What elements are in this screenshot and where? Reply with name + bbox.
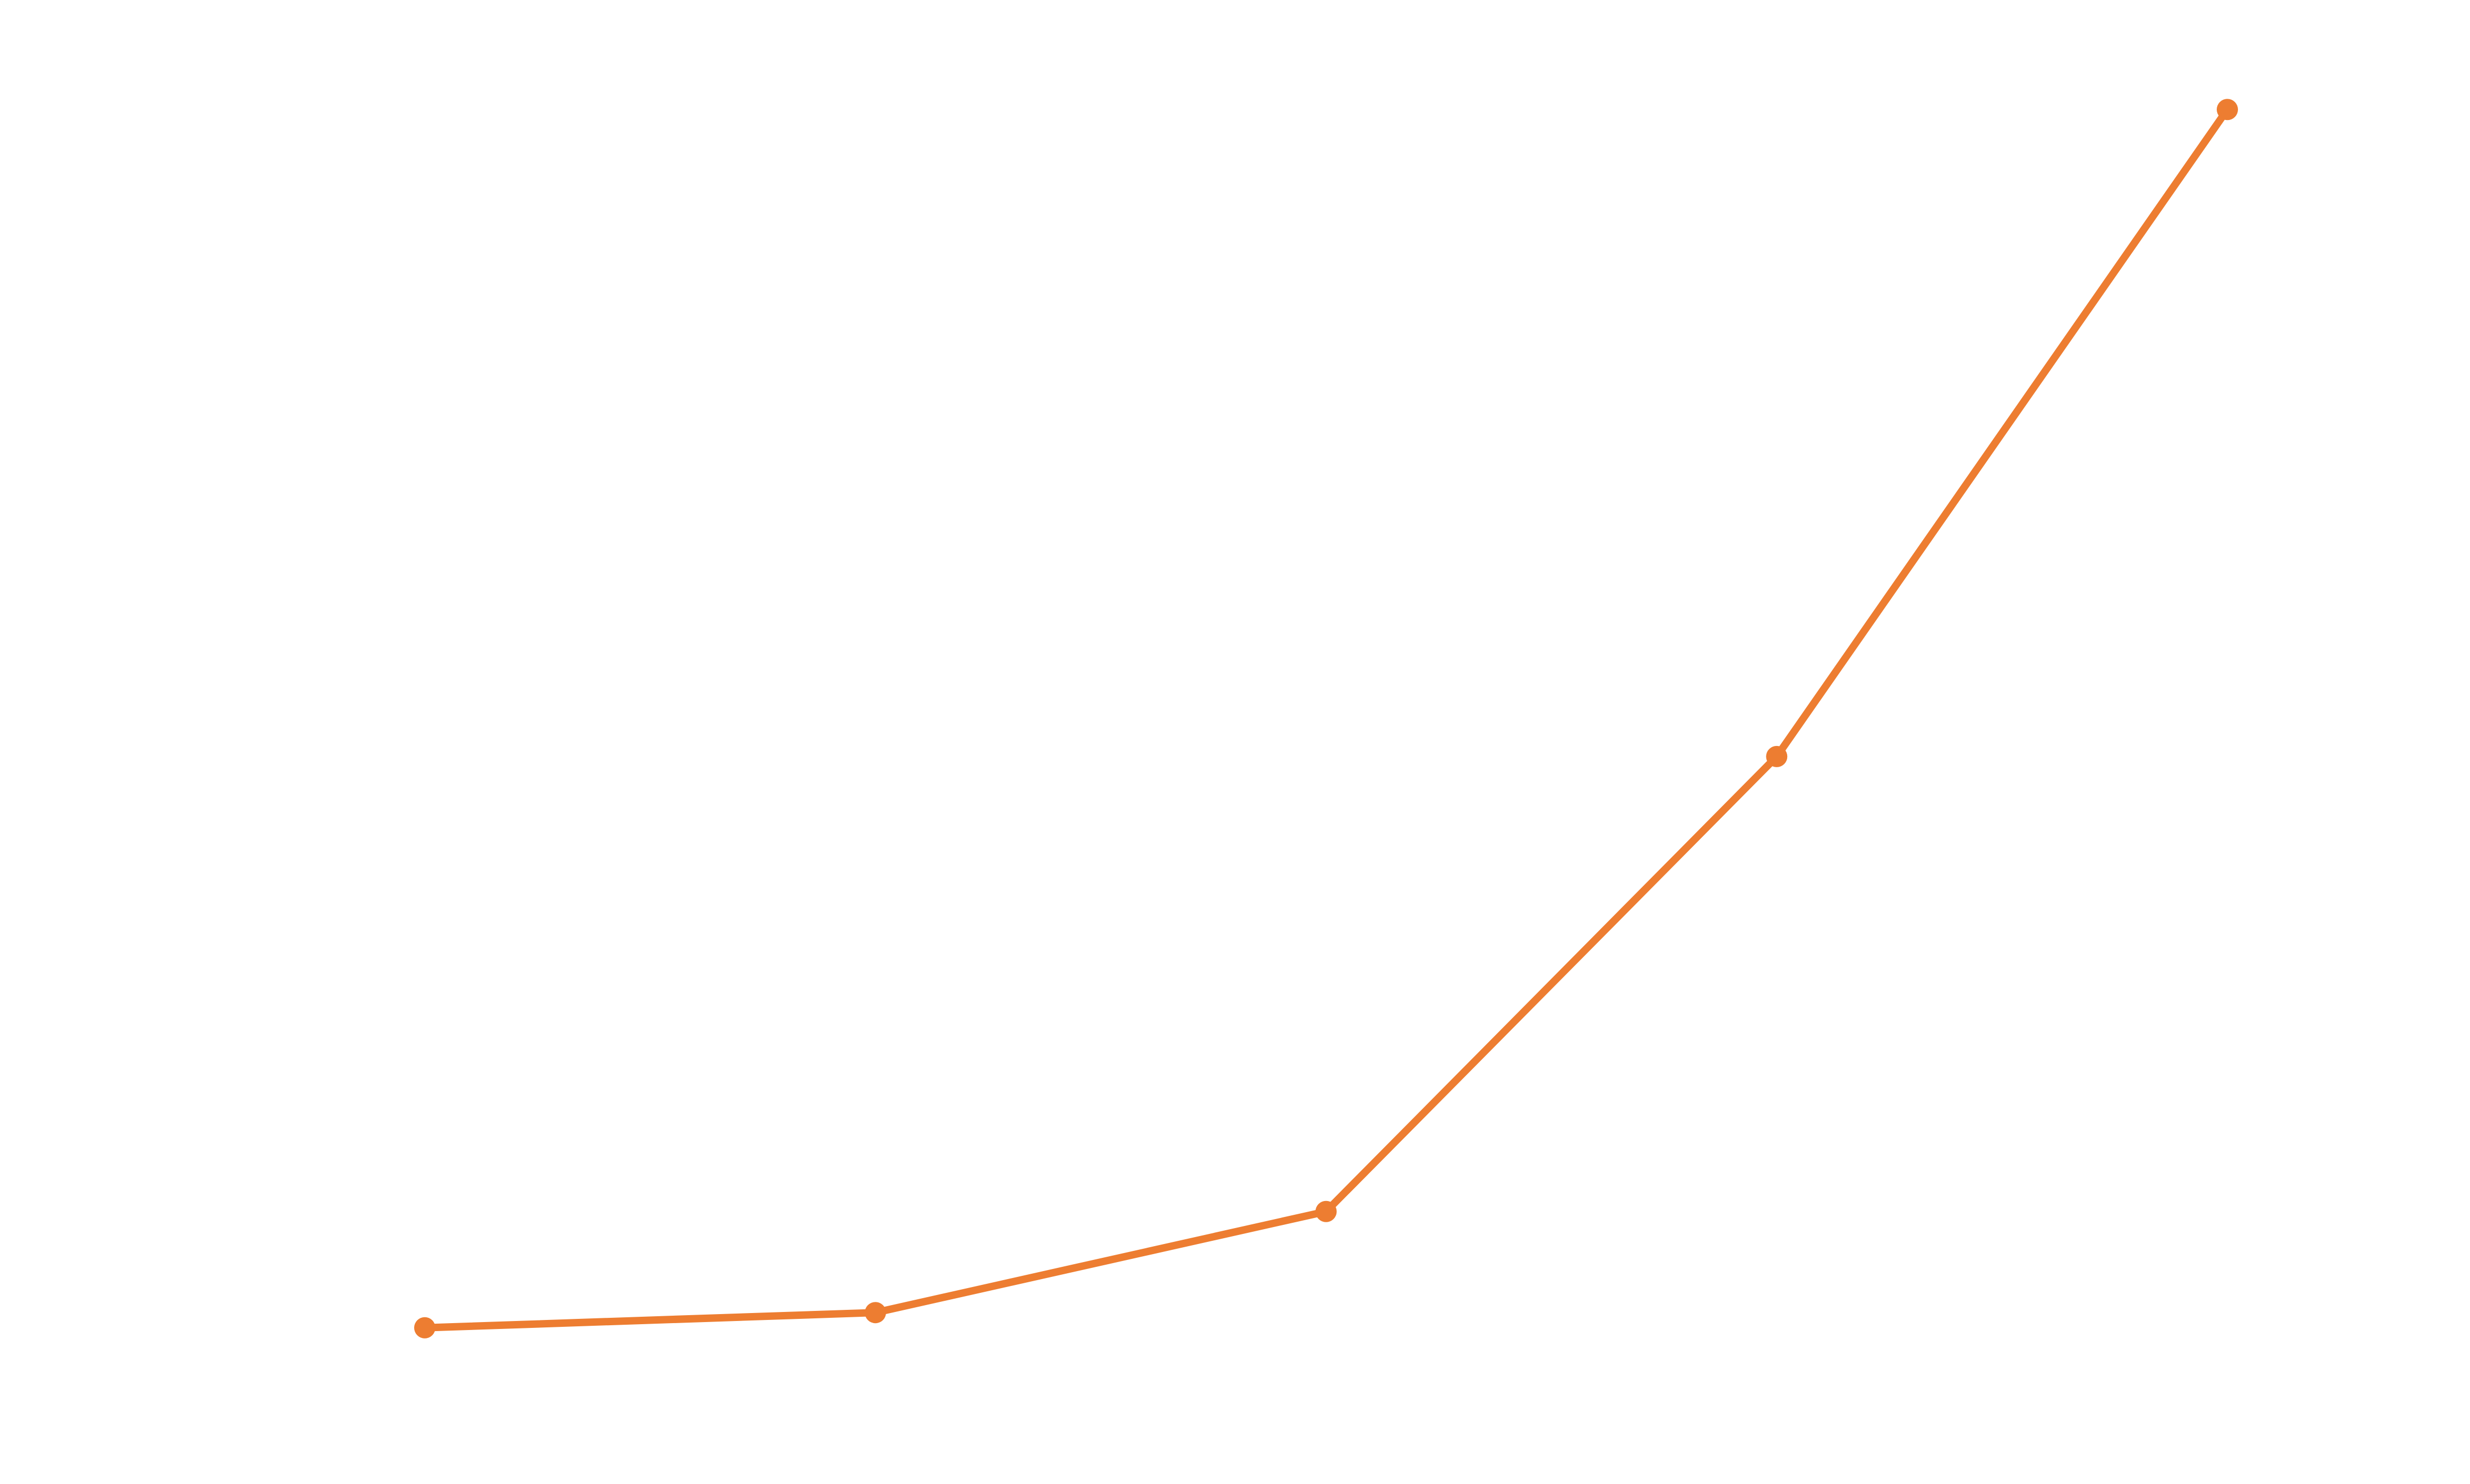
series-layer bbox=[414, 99, 2238, 1339]
data-point-marker bbox=[1315, 1200, 1337, 1222]
data-point-marker bbox=[864, 1302, 886, 1324]
data-point-marker bbox=[2217, 99, 2238, 121]
series-line bbox=[421, 106, 2231, 1332]
data-point-marker bbox=[414, 1317, 435, 1339]
data-point-marker bbox=[1766, 745, 1788, 767]
